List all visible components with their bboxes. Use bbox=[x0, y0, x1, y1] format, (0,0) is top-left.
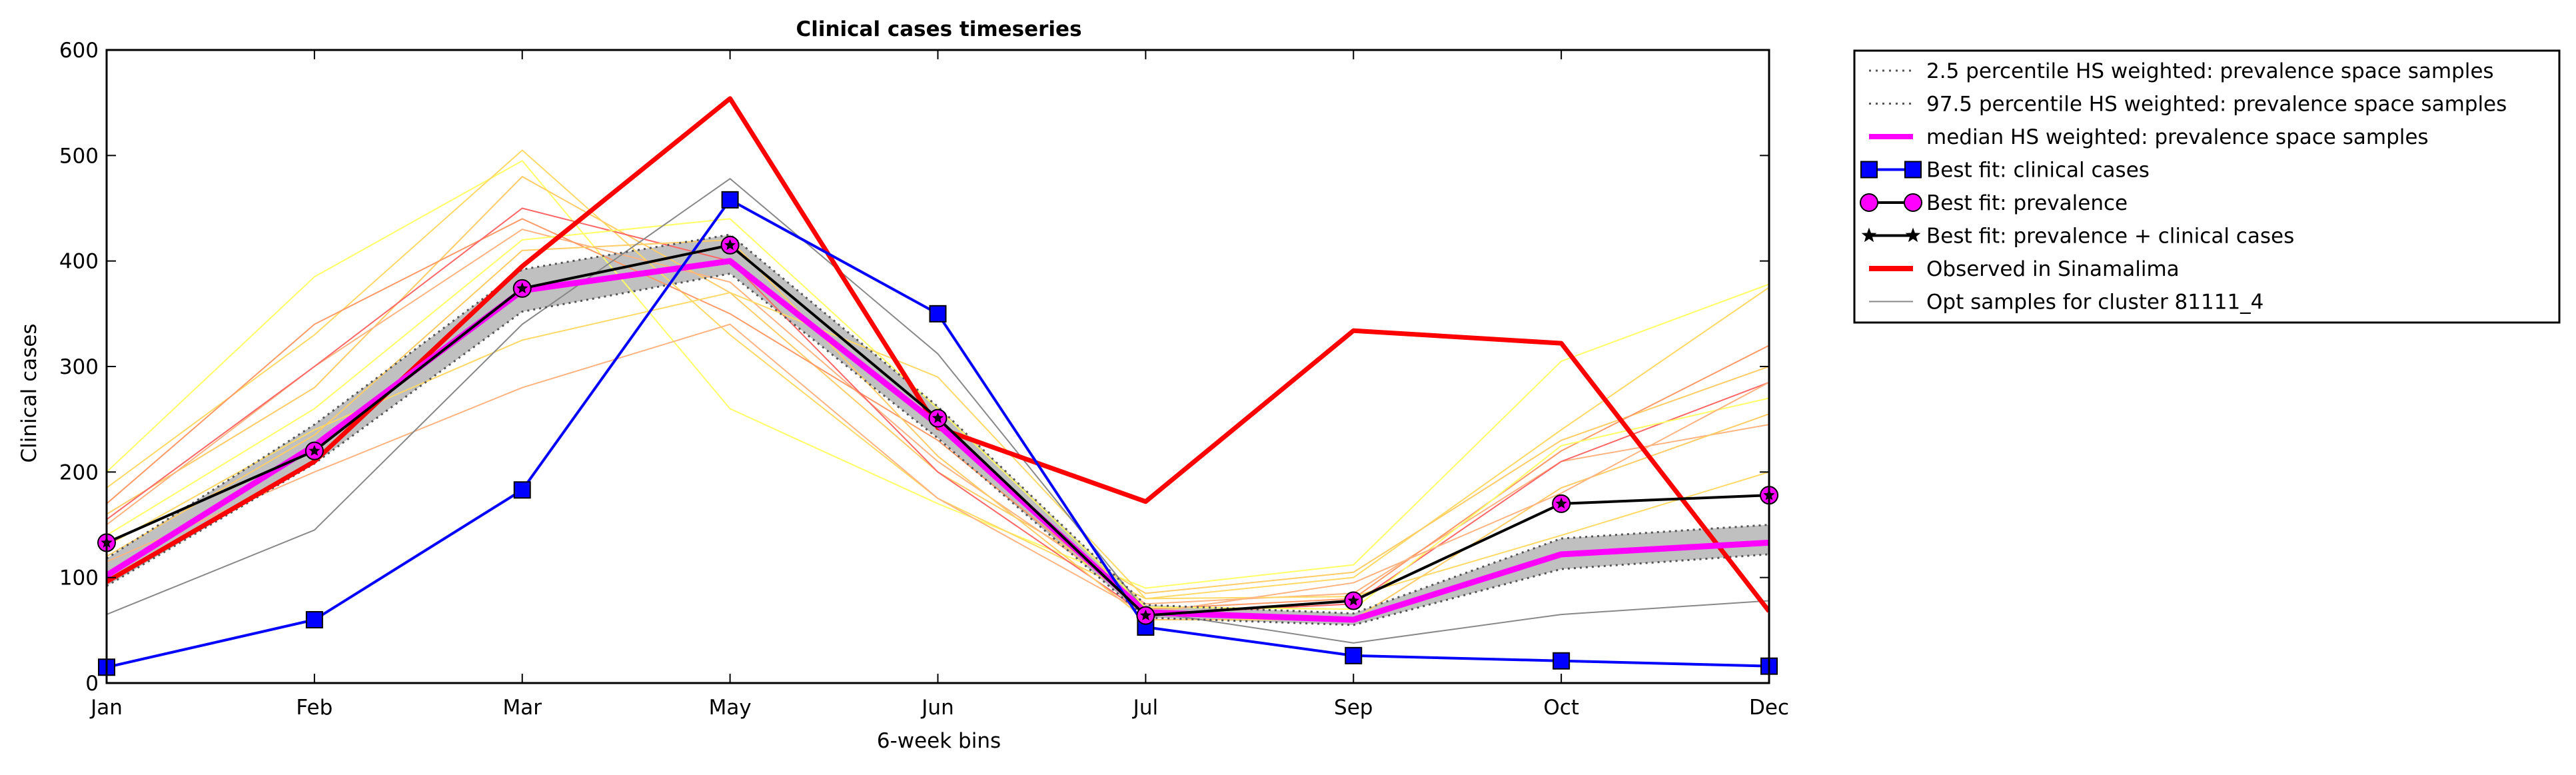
legend-entry: 97.5 percentile HS weighted: prevalence … bbox=[1869, 93, 2507, 117]
best-fit-combined-marker bbox=[932, 412, 944, 423]
legend-entry: Best fit: prevalence bbox=[1860, 191, 2128, 215]
best-fit-combined-marker bbox=[1139, 609, 1151, 620]
x-tick-label: Feb bbox=[296, 696, 332, 720]
y-tick-label: 600 bbox=[59, 39, 99, 63]
legend-label: Best fit: clinical cases bbox=[1926, 159, 2150, 183]
best-fit-combined-marker bbox=[724, 239, 736, 251]
legend-star-marker bbox=[1905, 227, 1921, 243]
best-fit-combined-marker bbox=[1347, 594, 1359, 606]
legend-star-marker bbox=[1861, 227, 1877, 243]
y-tick-label: 100 bbox=[59, 566, 99, 590]
best-fit-clinical-marker bbox=[929, 305, 947, 323]
legend-label: Best fit: prevalence bbox=[1926, 191, 2128, 215]
x-tick-label: Jan bbox=[89, 696, 123, 720]
x-axis-label: 6-week bins bbox=[877, 729, 1001, 753]
chart-title: Clinical cases timeseries bbox=[796, 17, 1081, 41]
legend-label: 97.5 percentile HS weighted: prevalence … bbox=[1926, 93, 2507, 117]
y-tick-label: 300 bbox=[59, 355, 99, 379]
sample-line-10 bbox=[107, 323, 1769, 614]
sample-line-1 bbox=[107, 159, 1769, 589]
legend-square-marker bbox=[1904, 161, 1922, 179]
y-tick-label: 0 bbox=[85, 672, 99, 696]
best-fit-combined-marker bbox=[516, 282, 528, 294]
legend-square-marker bbox=[1860, 161, 1878, 179]
legend-label: Observed in Sinamalima bbox=[1926, 257, 2180, 281]
plot-area: 0 100 200 300 400 500 600 Jan Feb Mar May Jun Jul Sep… bbox=[59, 39, 1789, 720]
plot-series-group bbox=[107, 96, 1769, 669]
best-fit-clinical-marker bbox=[305, 611, 323, 628]
sample-line-7 bbox=[107, 218, 1769, 610]
best-fit-combined-marker bbox=[1555, 497, 1567, 509]
legend: 2.5 percentile HS weighted: prevalence s… bbox=[1853, 49, 2561, 324]
legend-entry: median HS weighted: prevalence space sam… bbox=[1869, 125, 2429, 149]
opt-samples-line bbox=[107, 177, 1769, 644]
legend-box bbox=[1853, 49, 2561, 324]
sample-line-9 bbox=[107, 239, 1769, 620]
x-tick-label: Oct bbox=[1543, 696, 1579, 720]
legend-entry: Observed in Sinamalima bbox=[1869, 257, 2180, 281]
legend-label: Opt samples for cluster 81111_4 bbox=[1926, 291, 2263, 315]
best-fit-combined-marker bbox=[309, 444, 321, 456]
best-fit-clinical-marker bbox=[721, 191, 739, 209]
x-tick-label: Sep bbox=[1334, 696, 1373, 720]
legend-label: 2.5 percentile HS weighted: prevalence s… bbox=[1926, 59, 2494, 83]
x-tick-label: May bbox=[709, 696, 752, 720]
sample-line-8 bbox=[107, 292, 1769, 600]
x-tick-label: Dec bbox=[1749, 696, 1789, 720]
legend-entry: Best fit: prevalence + clinical cases bbox=[1861, 225, 2294, 249]
best-fit-clinical-marker bbox=[513, 481, 531, 499]
legend-label: Best fit: prevalence + clinical cases bbox=[1926, 225, 2294, 249]
x-tick-label: Mar bbox=[503, 696, 542, 720]
legend-circle-marker bbox=[1904, 193, 1922, 212]
y-axis-label: Clinical cases bbox=[17, 323, 41, 462]
legend-label: median HS weighted: prevalence space sam… bbox=[1926, 125, 2429, 149]
y-tick-label: 400 bbox=[59, 250, 99, 274]
sample-line-4 bbox=[107, 229, 1769, 605]
x-tick-label: Jun bbox=[920, 696, 954, 720]
y-tick-label: 500 bbox=[59, 144, 99, 168]
legend-entry: 2.5 percentile HS weighted: prevalence s… bbox=[1869, 59, 2494, 83]
legend-entry: Opt samples for cluster 81111_4 bbox=[1869, 291, 2263, 315]
best-fit-clinical-marker bbox=[1553, 652, 1571, 670]
legend-circle-marker bbox=[1860, 193, 1878, 212]
legend-entry: Best fit: clinical cases bbox=[1860, 159, 2150, 183]
y-tick-label: 200 bbox=[59, 460, 99, 484]
x-tick-label: Jul bbox=[1132, 696, 1158, 720]
best-fit-clinical-marker bbox=[1345, 646, 1363, 664]
sample-line-6 bbox=[107, 207, 1769, 616]
